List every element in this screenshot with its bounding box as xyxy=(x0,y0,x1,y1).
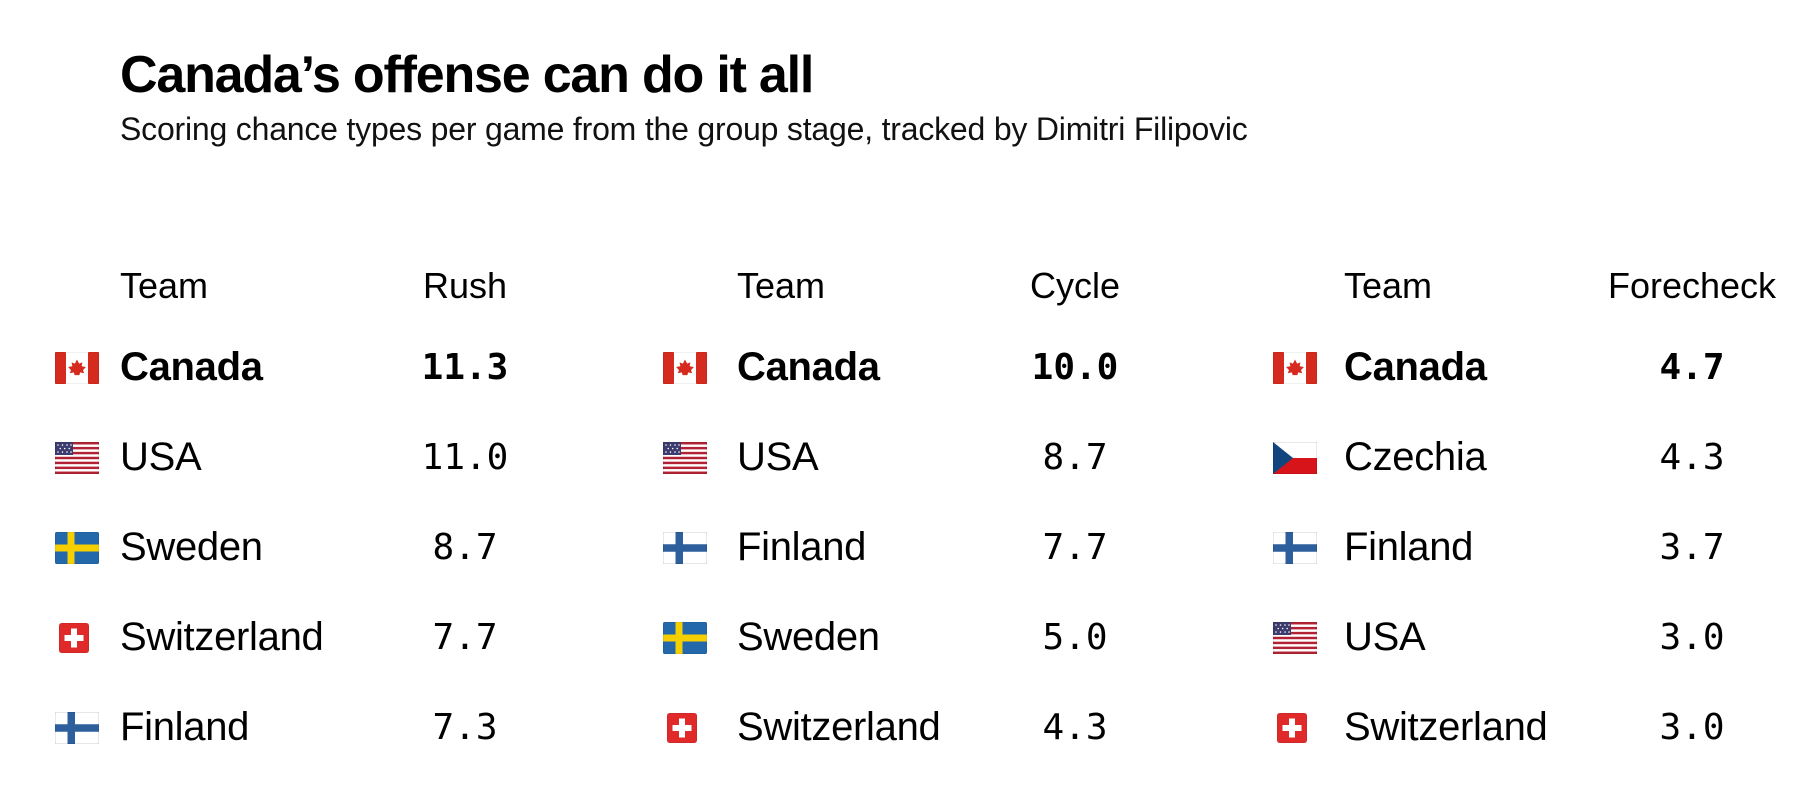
stat-value: 11.0 xyxy=(421,437,509,479)
finland-flag-icon xyxy=(1273,503,1344,593)
rush-table: Team Rush Canada 11.3 USA 11.0 Sweden 8.7 xyxy=(55,249,510,773)
team-name: USA xyxy=(1344,615,1426,660)
stat-value: 4.3 xyxy=(1659,437,1725,479)
team-name: Finland xyxy=(120,705,250,750)
stat-value: 3.0 xyxy=(1659,707,1725,749)
switzerland-flag-icon xyxy=(1273,683,1344,773)
tables-container: Team Rush Canada 11.3 USA 11.0 Sweden 8.7 xyxy=(0,249,1798,773)
usa-flag-icon xyxy=(1273,593,1344,683)
team-name: Finland xyxy=(1344,525,1474,570)
team-name: USA xyxy=(120,435,202,480)
team-name: Switzerland xyxy=(1344,705,1548,750)
team-name: USA xyxy=(737,435,819,480)
czechia-flag-icon xyxy=(1273,413,1344,503)
rush-column-header: Rush xyxy=(422,264,508,306)
usa-flag-icon xyxy=(55,413,120,503)
stat-value: 8.7 xyxy=(432,527,498,569)
sweden-flag-icon xyxy=(663,593,737,683)
usa-flag-icon xyxy=(663,413,737,503)
team-name: Finland xyxy=(737,525,867,570)
stat-value: 4.7 xyxy=(1659,347,1725,389)
team-name: Canada xyxy=(1344,345,1487,390)
canada-flag-icon xyxy=(663,323,737,413)
team-name: Switzerland xyxy=(120,615,324,660)
finland-flag-icon xyxy=(663,503,737,593)
canada-flag-icon xyxy=(1273,323,1344,413)
chart-title: Canada’s offense can do it all xyxy=(120,46,814,104)
team-name: Switzerland xyxy=(737,705,941,750)
team-column-header: Team xyxy=(120,264,209,306)
switzerland-flag-icon xyxy=(55,593,120,683)
stat-value: 7.7 xyxy=(1042,527,1108,569)
stat-value: 11.3 xyxy=(421,347,509,389)
flag-column-spacer xyxy=(663,249,737,323)
team-name: Canada xyxy=(120,345,263,390)
cycle-table: Team Cycle Canada 10.0 USA 8.7 Finland 7.7 xyxy=(663,249,1120,773)
flag-column-spacer xyxy=(1273,249,1344,323)
stat-value: 3.7 xyxy=(1659,527,1725,569)
stat-value: 4.3 xyxy=(1042,707,1108,749)
flag-column-spacer xyxy=(55,249,120,323)
chart-header: Canada’s offense can do it all Scoring c… xyxy=(0,0,1798,148)
stat-value: 8.7 xyxy=(1042,437,1108,479)
stat-value: 7.7 xyxy=(432,617,498,659)
stat-value: 7.3 xyxy=(432,707,498,749)
stat-value: 5.0 xyxy=(1042,617,1108,659)
team-name: Sweden xyxy=(120,525,263,570)
stat-value: 10.0 xyxy=(1031,347,1119,389)
team-column-header: Team xyxy=(1344,264,1433,306)
canada-flag-icon xyxy=(55,323,120,413)
chart-subtitle: Scoring chance types per game from the g… xyxy=(120,111,1248,148)
team-column-header: Team xyxy=(737,264,826,306)
team-name: Czechia xyxy=(1344,435,1487,480)
finland-flag-icon xyxy=(55,683,120,773)
team-name: Canada xyxy=(737,345,880,390)
cycle-column-header: Cycle xyxy=(1029,264,1121,306)
team-name: Sweden xyxy=(737,615,880,660)
switzerland-flag-icon xyxy=(663,683,737,773)
forecheck-column-header: Forecheck xyxy=(1607,264,1777,306)
stat-value: 3.0 xyxy=(1659,617,1725,659)
sweden-flag-icon xyxy=(55,503,120,593)
forecheck-table: Team Forecheck Canada 4.7 Czechia 4.3 Finl… xyxy=(1273,249,1777,773)
